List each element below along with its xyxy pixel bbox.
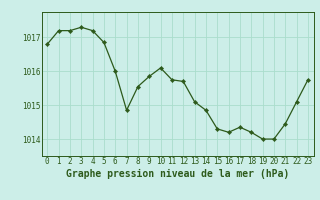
X-axis label: Graphe pression niveau de la mer (hPa): Graphe pression niveau de la mer (hPa) bbox=[66, 169, 289, 179]
